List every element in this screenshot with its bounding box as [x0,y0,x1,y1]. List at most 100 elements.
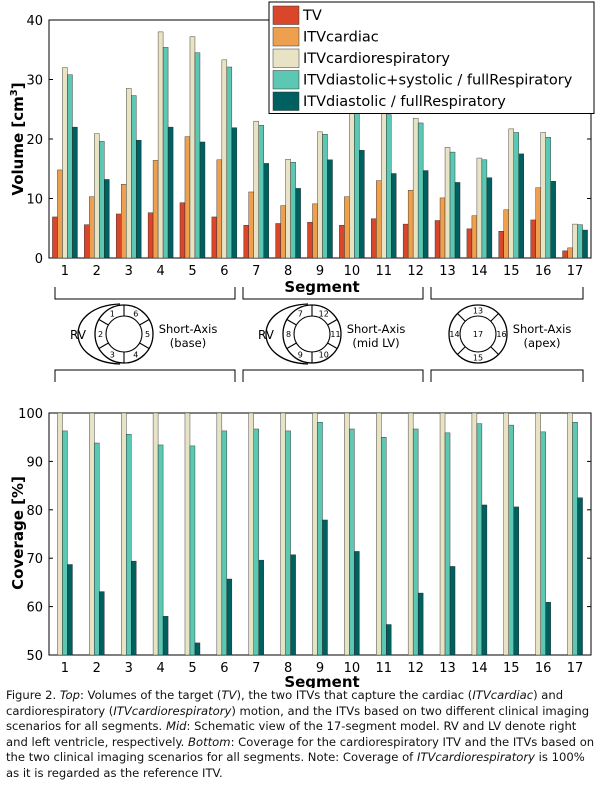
schematic-rv-label: RV [70,328,87,342]
volume-x-tick-label: 5 [188,264,196,279]
volume-x-tick-label: 3 [125,264,133,279]
volume-x-tick-label: 2 [93,264,101,279]
bracket-apex-lower [430,369,584,382]
legend-box [268,1,595,114]
volume-bar-itvdiastolic-fullrespiratory [104,179,110,259]
volume-x-tick-label: 10 [344,264,361,279]
coverage-bar-itvdiastolic-fullrespiratory [290,554,296,656]
volume-bar-itvdiastolic-systolic-fullrespiratory [258,125,264,259]
caption-italic-3: ITVcardiorespiratory [113,703,232,718]
schematic-panel-title: Short-Axis [347,322,406,336]
schematic-divider [457,313,466,322]
coverage-bar-itvcardiorespiratory [535,412,541,656]
volume-bar-tv [562,250,568,259]
coverage-bar-itvdiastolic-systolic-fullrespiratory [540,431,546,656]
schematic-divider [98,342,109,349]
volume-bar-tv [211,216,218,259]
caption-text-3: ) and cardiorespiratory ( [6,688,564,718]
volume-x-tick-label: 9 [316,264,324,279]
coverage-bar-itvcardiorespiratory [312,412,318,656]
volume-bar-itvdiastolic-systolic-fullrespiratory [481,159,488,259]
volume-bar-itvcardiac [535,187,541,259]
volume-bar-tv [434,220,441,259]
volume-x-tick-label: 12 [407,264,424,279]
volume-bar-itvdiastolic-fullrespiratory [263,163,269,259]
schematic-segment-label: 9 [298,350,303,359]
coverage-bar-itvdiastolic-systolic-fullrespiratory [189,445,196,656]
volume-bar-tv [498,231,504,259]
volume-bar-tv [275,223,281,259]
volume-x-tick-label: 11 [375,264,392,279]
coverage-y-tick-label: 60 [26,601,43,616]
volume-bar-itvdiastolic-systolic-fullrespiratory [290,162,296,259]
volume-bar-tv [147,212,154,259]
coverage-bar-itvdiastolic-systolic-fullrespiratory [349,428,355,656]
coverage-x-tick-label: 7 [252,661,260,676]
schematic-panel-subtitle: (base) [170,336,206,350]
coverage-bar-itvdiastolic-systolic-fullrespiratory [126,434,132,656]
schematic-segment-label: 3 [110,350,115,359]
coverage-x-tick-label: 12 [407,661,424,676]
bracket-mid-lower [242,369,424,382]
coverage-bar-itvdiastolic-fullrespiratory [67,564,73,656]
volume-bar-tv [339,225,345,259]
coverage-bar-itvdiastolic-fullrespiratory [194,642,201,656]
volume-x-tick-label: 6 [220,264,228,279]
volume-bar-tv [371,218,377,259]
schematic-segment-label: 2 [98,330,103,339]
volume-bar-itvcardiac [439,197,446,259]
volume-x-tick-label: 15 [503,264,520,279]
volume-bar-itvcardiorespiratory [126,88,132,259]
schematic-panel-subtitle: (apex) [524,336,561,350]
coverage-x-tick-label: 1 [61,661,69,676]
volume-bar-itvdiastolic-fullrespiratory [327,159,333,259]
schematic-segment-label: 15 [473,354,483,363]
coverage-bar-itvcardiorespiratory [503,412,509,656]
coverage-x-tick-label: 11 [375,661,392,676]
schematic-divider [286,342,297,349]
caption-mid-label: Mid [165,719,187,734]
volume-bar-itvcardiorespiratory [157,31,164,259]
volume-bar-itvcardiac [248,191,254,259]
volume-bar-itvdiastolic-fullrespiratory [72,126,78,259]
schematic-segment-label: 7 [298,310,303,319]
volume-bar-tv [530,219,536,259]
legend: TV ITVcardiac ITVcardiorespiratory ITVdiast… [268,1,595,114]
caption-bottom-label: Bottom [188,734,231,749]
schematic-segment-label: 16 [496,330,506,339]
schematic-divider [327,319,338,326]
coverage-x-tick-label: 10 [344,661,361,676]
volume-bar-itvcardiorespiratory [540,132,546,259]
coverage-y-axis-label: Coverage [%] [9,476,27,590]
volume-bar-itvcardiac [407,189,414,259]
volume-bar-itvcardiorespiratory [189,36,196,259]
volume-bar-itvdiastolic-fullrespiratory [582,229,588,259]
volume-bar-itvdiastolic-systolic-fullrespiratory [513,132,519,259]
legend-swatch-itvcardiorespiratory [272,48,300,68]
volume-bar-itvdiastolic-systolic-fullrespiratory [386,114,392,259]
volume-y-tick-label: 0 [35,252,43,267]
coverage-bar-itvcardiorespiratory [280,412,286,656]
caption-text-6: : Coverage for the cardiorespiratory ITV… [6,734,595,765]
volume-bar-tv [307,222,313,259]
coverage-x-axis-label: Segment [284,673,359,688]
volume-bar-itvdiastolic-systolic-fullrespiratory [577,224,583,259]
volume-bar-itvdiastolic-systolic-fullrespiratory [226,66,233,259]
volume-bar-tv [243,225,249,259]
coverage-bar-itvdiastolic-fullrespiratory [513,506,519,656]
schematic-divider [286,319,297,326]
volume-bar-itvdiastolic-fullrespiratory [167,126,174,259]
coverage-bar-itvdiastolic-fullrespiratory [386,624,392,656]
caption-fig-label: Figure 2. [6,688,57,702]
coverage-y-tick-label: 90 [26,455,43,470]
schematic-center-label: 17 [473,330,483,339]
bracket-mid [242,287,424,300]
volume-bar-itvcardiac [471,215,478,259]
caption-text-2: ), the two ITVs that capture the cardiac… [236,688,473,702]
coverage-bar-itvdiastolic-fullrespiratory [545,602,551,656]
volume-bar-itvcardiac [376,180,382,259]
coverage-bar-itvdiastolic-fullrespiratory [449,566,456,656]
caption-text-1: : Volumes of the target ( [79,688,222,702]
